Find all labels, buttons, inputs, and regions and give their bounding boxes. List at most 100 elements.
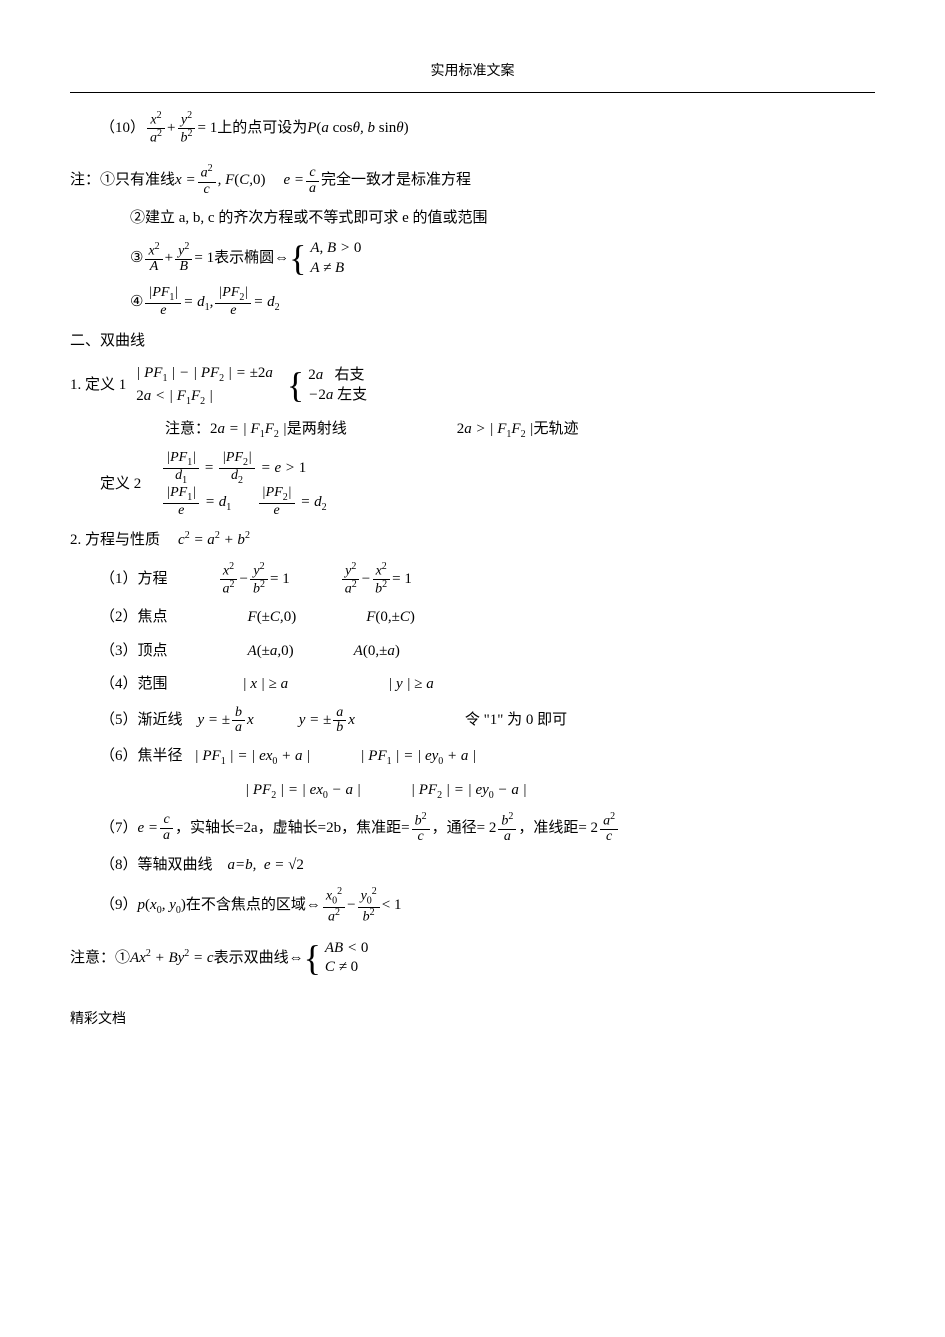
def1-r2: −2a 左支 [308,386,367,406]
r7-eq1: = [401,816,409,842]
def1-note-eq: 2a = | F1F2 | [210,417,287,443]
item-10: （10） x2a2 + y2b2 = 1 上的点可设为 P(a cosθ, b … [70,111,875,147]
r3-b: A(0,±a) [354,639,400,665]
def2-label: 定义 2 [100,472,141,498]
eq-d2: = d2 [253,290,279,316]
r2-b: F(0,±C) [366,605,415,631]
note1-e: e = [284,168,305,194]
frac-pf1e: |PF1|e [145,286,181,319]
fn-brace: { AB < 0 C ≠ 0 [304,939,369,978]
frac-y2B: y2B [175,242,192,275]
def1-note: 注意： 2a = | F1F2 | 是两射线 2a > | F1F2 | 无轨迹 [70,417,875,443]
row7-label: （7） [100,816,138,842]
def1-brace: { 2a 右支 −2a 左支 [287,366,367,405]
fn-r1: AB < 0 [325,939,368,959]
row7-a: ，实轴长=2a，虚轴长=2b，焦准距 [175,816,401,842]
row-4: （4）范围 | x | ≥ a | y | ≥ a [70,672,875,698]
note1-b: 完全一致才是标准方程 [321,168,471,194]
frac-x2a2: x2a2 [147,111,165,147]
brace3-r1: A, B > 0 [310,239,361,259]
eq-d1: = d1, [183,290,213,316]
frac-a2c: a2c [198,164,216,197]
def1-l1: | PF1 | − | PF2 | = ±2a [136,363,273,386]
row9-mid: 在不含焦点的区域 [186,893,306,919]
def1-note-c: 无轨迹 [533,417,578,443]
note4-prefix: ④ [130,290,143,316]
def2-row: 定义 2 |PF1|d1 = |PF2|d2 = e > 1 |PF1|e = … [70,451,875,520]
final-note: 注意：① Ax2 + By2 = c 表示双曲线 ⇔ { AB < 0 C ≠ … [70,939,875,978]
row9-label: （9） [100,893,138,919]
r7-eq2: = 2 [477,816,497,842]
page-container: 实用标准文案 （10） x2a2 + y2b2 = 1 上的点可设为 P(a c… [0,0,945,1072]
r5-x2: x [348,708,355,734]
page-footer: 精彩文档 [70,1008,875,1032]
item-10-mid: 上的点可设为 [217,116,307,142]
row-2: （2）焦点 F(±C,0) F(0,±C) [70,605,875,631]
def1-row: 1. 定义 1 | PF1 | − | PF2 | = ±2a 2a < | F… [70,363,875,409]
r1-f2: y2b2 [250,562,268,598]
def1-note-gt: 2a > | F1F2 | [457,417,534,443]
r5-x1: x [247,708,254,734]
r7-f4: a2c [600,812,618,845]
def1-left: | PF1 | − | PF2 | = ±2a 2a < | F1F2 | [136,363,273,409]
r7-f1: ca [160,813,173,843]
row2-label: （2）焦点 [100,605,168,631]
row-8: （8）等轴双曲线 a=b, e = √2 [70,853,875,879]
r1-m2: − [362,567,370,593]
r9-p: p(x0, y0) [138,893,186,919]
def1-label: 1. 定义 1 [70,373,126,399]
def2-r2: |PF1|e = d1 |PF2|e = d2 [161,486,326,519]
iff-3: ⇔ [274,246,289,272]
row6-label: （6）焦半径 [100,744,183,770]
p2-row: 2. 方程与性质 c2 = a2 + b2 [70,527,875,554]
frac-ca: ca [306,166,319,196]
r9-f1: x02a2 [323,887,345,925]
r5-b: y = ± [299,708,332,734]
note-prefix: 注： [70,168,100,194]
final-note-b: 表示双曲线 [214,946,289,972]
row8-label: （8）等轴双曲线 [100,853,213,879]
frac-x2A: x2A [145,242,162,275]
plus-1: + [167,116,175,142]
r1-f3: y2a2 [342,562,360,598]
eq1-3: = 1 [194,246,214,272]
r7-e: e = [138,816,159,842]
p2-eq: c2 = a2 + b2 [178,527,250,554]
plus-3: + [165,246,173,272]
row3-label: （3）顶点 [100,639,168,665]
note1-a: ①只有准线 [100,168,175,194]
r1-e1: = 1 [270,567,290,593]
section-2-title: 二、双曲线 [70,329,875,355]
note1-eq1: x = [175,168,196,194]
note-1: 注： ①只有准线 x = a2c , F(C,0) e = ca 完全一致才是标… [70,164,875,197]
r1-f4: x2b2 [372,562,390,598]
r4-a: | x | ≥ a [243,672,289,698]
item-10-prefix: （10） [100,116,145,142]
r9-lt: < 1 [382,893,402,919]
header-rule [70,92,875,93]
r5-f1: ba [232,706,245,736]
note1-fc: , F(C,0) [218,168,266,194]
fn-eq: Ax2 + By2 = c [130,945,214,972]
frac-pf2e: |PF2|e [215,286,251,319]
r6-b: | PF1 | = | ey0 + a | [360,744,476,770]
row-3: （3）顶点 A(±a,0) A(0,±a) [70,639,875,665]
r1-f1: x2a2 [220,562,238,598]
r5-a: y = ± [198,708,231,734]
frac-y2b2: y2b2 [177,111,195,147]
r5-f2: ab [333,706,346,736]
p2-label: 2. 方程与性质 [70,528,160,554]
page-header: 实用标准文案 [70,60,875,84]
r6-a: | PF1 | = | ex0 + a | [195,744,311,770]
r1-m1: − [240,567,248,593]
row5-tail: 令 "1" 为 0 即可 [465,708,567,734]
r9-f2: y02b2 [358,887,380,925]
fn-r2: C ≠ 0 [325,958,368,978]
point-p: P(a cosθ, b sinθ) [307,116,408,142]
def2-block: |PF1|d1 = |PF2|d2 = e > 1 |PF1|e = d1 |P… [161,451,326,520]
fn-iff: ⇔ [289,946,304,972]
eq1-1: = 1 [197,116,217,142]
final-note-a: 注意：① [70,946,130,972]
row-5: （5）渐近线 y = ± ba x y = ± ab x 令 "1" 为 0 即… [70,706,875,736]
r1-e2: = 1 [392,567,412,593]
